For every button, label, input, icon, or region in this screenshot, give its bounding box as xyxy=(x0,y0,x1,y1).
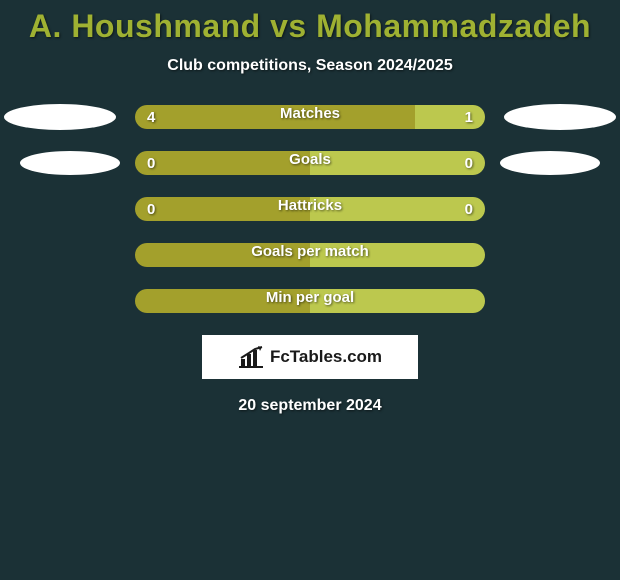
stat-value-left: 0 xyxy=(135,201,167,218)
stat-value-left: 0 xyxy=(135,155,167,172)
stat-rows: 41Matches00Goals00HattricksGoals per mat… xyxy=(0,105,620,313)
player-marker-left xyxy=(4,104,116,130)
stat-bar: Goals per match xyxy=(135,243,485,267)
stat-bar: Min per goal xyxy=(135,289,485,313)
stat-bar-left: 0 xyxy=(135,197,310,221)
stat-bar: 41Matches xyxy=(135,105,485,129)
date-text: 20 september 2024 xyxy=(238,397,381,415)
stat-bar-right xyxy=(310,289,485,313)
stat-value-right: 0 xyxy=(453,155,485,172)
stat-row-goals-per-match: Goals per match xyxy=(0,243,620,267)
stat-bar-left: 4 xyxy=(135,105,415,129)
stat-bar: 00Hattricks xyxy=(135,197,485,221)
stat-bar-right: 0 xyxy=(310,197,485,221)
stat-bar-left: 0 xyxy=(135,151,310,175)
stat-bar-left xyxy=(135,243,310,267)
stat-bar-right xyxy=(310,243,485,267)
player-marker-left xyxy=(20,151,120,175)
comparison-infographic: A. Houshmand vs Mohammadzadeh Club compe… xyxy=(0,0,620,580)
stat-row-hattricks: 00Hattricks xyxy=(0,197,620,221)
stat-bar-right: 0 xyxy=(310,151,485,175)
stat-row-goals: 00Goals xyxy=(0,151,620,175)
stat-value-right: 1 xyxy=(453,109,485,126)
bar-chart-icon xyxy=(238,346,264,368)
stat-row-min-per-goal: Min per goal xyxy=(0,289,620,313)
stat-bar: 00Goals xyxy=(135,151,485,175)
brand-box: FcTables.com xyxy=(202,335,418,379)
stat-value-right: 0 xyxy=(453,201,485,218)
player-marker-right xyxy=(504,104,616,130)
stat-row-matches: 41Matches xyxy=(0,105,620,129)
player-marker-right xyxy=(500,151,600,175)
stat-bar-right: 1 xyxy=(415,105,485,129)
page-subtitle: Club competitions, Season 2024/2025 xyxy=(167,57,452,75)
stat-bar-left xyxy=(135,289,310,313)
stat-value-left: 4 xyxy=(135,109,167,126)
page-title: A. Houshmand vs Mohammadzadeh xyxy=(29,8,591,45)
brand-text: FcTables.com xyxy=(270,347,382,367)
